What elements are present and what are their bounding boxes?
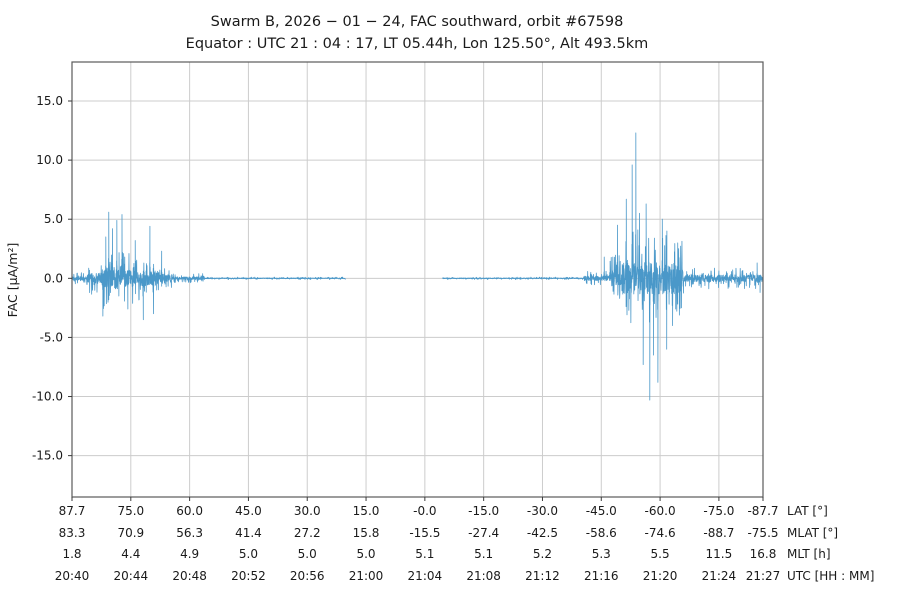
x-tick-label: 5.0 <box>239 547 258 561</box>
axis-row-caption: UTC [HH : MM] <box>787 569 874 583</box>
x-tick-label: 21:27 <box>746 569 781 583</box>
x-tick-label: 70.9 <box>117 526 144 540</box>
x-tick-label: 5.1 <box>415 547 434 561</box>
y-tick-label: 10.0 <box>36 153 63 167</box>
x-tick-label: -27.4 <box>468 526 499 540</box>
x-tick-label: 83.3 <box>59 526 86 540</box>
x-tick-label: 5.5 <box>651 547 670 561</box>
x-tick-label: 11.5 <box>706 547 733 561</box>
x-tick-label: -42.5 <box>527 526 558 540</box>
y-tick-label: -5.0 <box>40 330 63 344</box>
x-tick-label: -30.0 <box>527 504 558 518</box>
x-tick-label: 21:04 <box>408 569 443 583</box>
y-tick-label: -10.0 <box>32 390 63 404</box>
x-tick-label: 20:52 <box>231 569 266 583</box>
x-tick-label: 4.4 <box>121 547 140 561</box>
x-tick-label: -15.5 <box>409 526 440 540</box>
x-tick-label: 5.0 <box>298 547 317 561</box>
data-series <box>71 132 764 401</box>
x-tick-label: -87.7 <box>747 504 778 518</box>
x-tick-label: 21:24 <box>702 569 737 583</box>
x-tick-label: 15.0 <box>353 504 380 518</box>
chart-title: Swarm B, 2026 − 01 − 24, FAC southward, … <box>211 14 624 30</box>
y-tick-label: 15.0 <box>36 94 63 108</box>
axis-row-caption: LAT [°] <box>787 504 828 518</box>
x-tick-label: 1.8 <box>62 547 81 561</box>
x-tick-label: 5.0 <box>356 547 375 561</box>
x-tick-label: 20:48 <box>172 569 207 583</box>
x-tick-label: 21:12 <box>525 569 560 583</box>
y-tick-label: 5.0 <box>44 212 63 226</box>
x-tick-label: 4.9 <box>180 547 199 561</box>
x-tick-label: 21:20 <box>643 569 678 583</box>
y-tick-label: -15.0 <box>32 449 63 463</box>
x-tick-label: 30.0 <box>294 504 321 518</box>
x-tick-label: -88.7 <box>703 526 734 540</box>
plot-spines <box>71 61 764 498</box>
x-tick-label: -0.0 <box>413 504 436 518</box>
x-tick-label: 21:16 <box>584 569 619 583</box>
x-tick-label: 45.0 <box>235 504 262 518</box>
x-tick-label: 15.8 <box>353 526 380 540</box>
tick-marks <box>68 100 764 501</box>
x-tick-label: 16.8 <box>750 547 777 561</box>
axis-row-caption: MLT [h] <box>787 547 831 561</box>
x-tick-label: -75.5 <box>747 526 778 540</box>
x-tick-label: 21:00 <box>349 569 384 583</box>
x-tick-label: -74.6 <box>645 526 676 540</box>
x-tick-label: -15.0 <box>468 504 499 518</box>
x-tick-label: -60.0 <box>645 504 676 518</box>
chart-subtitle: Equator : UTC 21 : 04 : 17, LT 05.44h, L… <box>186 36 649 52</box>
x-tick-label: 5.1 <box>474 547 493 561</box>
x-tick-label: 20:40 <box>55 569 90 583</box>
x-tick-label: -45.0 <box>586 504 617 518</box>
x-tick-label: 5.3 <box>592 547 611 561</box>
x-tick-label: 20:44 <box>114 569 149 583</box>
y-tick-label: 0.0 <box>44 271 63 285</box>
axis-row-caption: MLAT [°] <box>787 526 838 540</box>
x-tick-label: 56.3 <box>176 526 203 540</box>
x-tick-label: 75.0 <box>117 504 144 518</box>
x-tick-label: 41.4 <box>235 526 262 540</box>
x-tick-label: 20:56 <box>290 569 325 583</box>
x-tick-label: 60.0 <box>176 504 203 518</box>
x-tick-label: 21:08 <box>466 569 501 583</box>
y-axis-label: FAC [μA/m²] <box>5 243 20 318</box>
fac-series-line <box>442 132 764 401</box>
x-tick-label: 5.2 <box>533 547 552 561</box>
x-tick-label: 87.7 <box>59 504 86 518</box>
x-tick-label: 27.2 <box>294 526 321 540</box>
fac-series-line <box>71 211 346 321</box>
tick-labels: 15.0 10.0 5.0 0.0 -5.0 -10.0 -15.0 87.7 75.0 60.0… <box>32 94 874 583</box>
axes-box <box>71 61 764 498</box>
x-tick-label: -75.0 <box>703 504 734 518</box>
x-tick-label: -58.6 <box>586 526 617 540</box>
